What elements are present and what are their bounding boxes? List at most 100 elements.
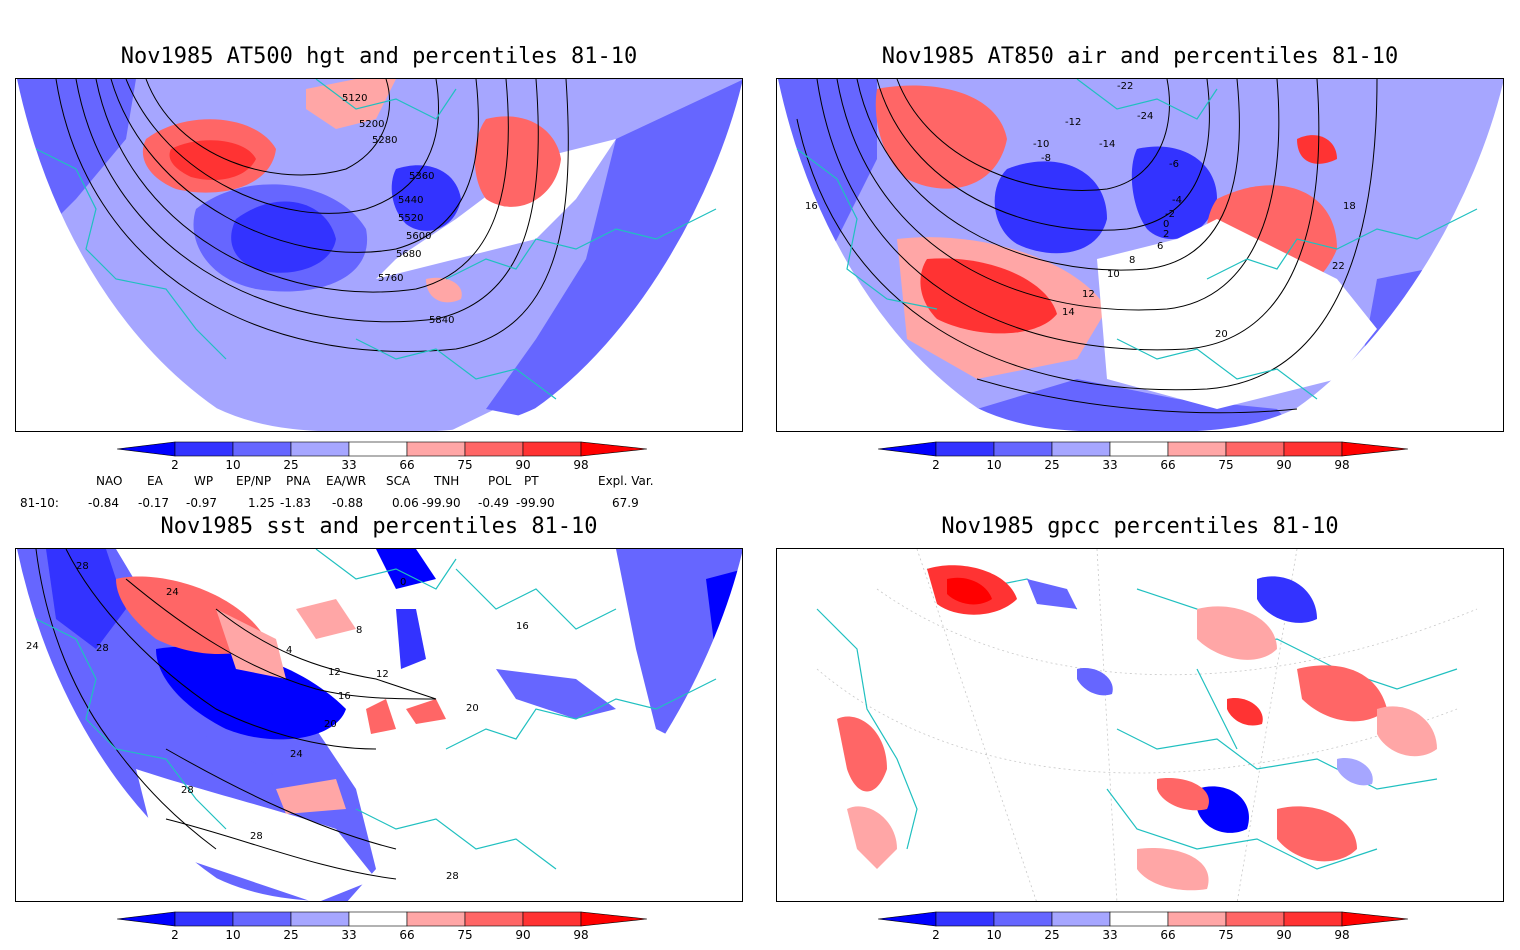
colorbar-segment [1341, 441, 1409, 457]
colorbar-tick-label: 90 [515, 458, 531, 472]
colorbar-tick-label: 33 [1102, 458, 1118, 472]
colorbar-tick-label: 66 [399, 458, 415, 472]
p2-contour-label: -8 [1041, 153, 1051, 164]
tele-value: -99.90 [516, 496, 555, 510]
colorbar-segment [522, 441, 582, 457]
tele-header: PNA [286, 474, 311, 488]
colorbar-segment [174, 441, 234, 457]
p3-contour-label: 20 [324, 719, 337, 730]
colorbar-tick-label: 25 [1044, 458, 1060, 472]
p2-contour-label: 14 [1062, 307, 1075, 318]
colorbar-tick-label: 90 [515, 928, 531, 942]
colorbar-tick-label: 66 [399, 928, 415, 942]
colorbar-segment [1051, 911, 1111, 927]
panel2-map: -22 -24 -12 -14 -10 -8 -6 -4 -2 0 2 6 8 … [776, 78, 1504, 432]
tele-header: WP [194, 474, 214, 488]
p2-contour-label: 10 [1107, 269, 1120, 280]
panel4-map [776, 548, 1504, 902]
tele-value: -0.97 [186, 496, 218, 510]
colorbar-segment [1167, 441, 1227, 457]
colorbar-segment [1225, 911, 1285, 927]
colorbar-segment [290, 911, 350, 927]
colorbar-tick-label: 66 [1160, 458, 1176, 472]
colorbar-segment [116, 911, 176, 927]
p1-contour-label: 5520 [398, 213, 423, 224]
colorbar-tick-label: 2 [171, 928, 179, 942]
p3-contour-label: 24 [26, 641, 39, 652]
tele-header: EA/WR [326, 474, 367, 488]
colorbar-tick-label: 10 [986, 458, 1002, 472]
colorbar-segment [406, 441, 466, 457]
colorbar-tick-label: 98 [1334, 458, 1350, 472]
colorbar-tick-label: 75 [1218, 458, 1234, 472]
p3-contour-label: 24 [166, 587, 179, 598]
panel2-title: Nov1985 AT850 air and percentiles 81-10 [881, 44, 1399, 69]
tele-header: TNH [434, 474, 460, 488]
colorbar-tick-label: 33 [1102, 928, 1118, 942]
colorbar-tick-label: 33 [341, 928, 357, 942]
colorbar-tick-label: 25 [283, 928, 299, 942]
colorbar-segment [580, 911, 648, 927]
colorbar-segment [116, 441, 176, 457]
p3-contour-label: 8 [356, 625, 362, 636]
colorbar-top-left: 2 10 25 33 66 75 90 98 [116, 440, 648, 480]
colorbar-tick-label: 25 [1044, 928, 1060, 942]
p2-contour-label: -6 [1169, 159, 1179, 170]
p2-contour-label: 6 [1157, 241, 1163, 252]
panel3-map: 28 24 28 24 20 16 12 8 4 0 20 16 12 24 2… [15, 548, 743, 902]
colorbar-segment [232, 911, 292, 927]
panel1-map: 5120 5200 5280 5360 5440 5520 5600 5680 … [15, 78, 743, 432]
p1-contour-label: 5680 [396, 249, 421, 260]
p2-contour-label: 22 [1332, 261, 1345, 272]
colorbar-tick-label: 10 [225, 928, 241, 942]
colorbar-segment [1283, 911, 1343, 927]
p3-contour-label: 28 [76, 561, 89, 572]
colorbar-segment [522, 911, 582, 927]
colorbar-tick-label: 75 [457, 458, 473, 472]
gpcc-anomaly-patches [837, 565, 1437, 891]
p3-contour-label: 0 [400, 577, 406, 588]
panel1-title: Nov1985 AT500 hgt and percentiles 81-10 [120, 44, 638, 69]
panel3-title: Nov1985 sst and percentiles 81-10 [160, 514, 598, 539]
colorbar-segment [935, 911, 995, 927]
tele-header: POL [488, 474, 512, 488]
colorbar-tick-label: 2 [932, 928, 940, 942]
colorbar-tick-label: 10 [225, 458, 241, 472]
p3-contour-label: 20 [466, 703, 479, 714]
colorbar-tick-label: 2 [171, 458, 179, 472]
colorbar-tick-label: 90 [1276, 458, 1292, 472]
colorbar-segment [993, 911, 1053, 927]
colorbar-segment [406, 911, 466, 927]
tele-header: SCA [386, 474, 411, 488]
panel4-title: Nov1985 gpcc percentiles 81-10 [941, 514, 1339, 539]
colorbar-segment [1109, 911, 1169, 927]
tele-header: EP/NP [236, 474, 272, 488]
p3-contour-label: 4 [286, 645, 292, 656]
p2-contour-label: -24 [1137, 111, 1153, 122]
colorbar-segment [348, 911, 408, 927]
colorbar-segment [935, 441, 995, 457]
teleconnection-indices: NAO EA WP EP/NP PNA EA/WR SCA TNH POL PT… [20, 474, 700, 514]
p1-contour-label: 5280 [372, 135, 397, 146]
colorbar-segment [464, 441, 524, 457]
colorbar-segment [993, 441, 1053, 457]
tele-header: EA [147, 474, 163, 488]
colorbar-tick-label: 10 [986, 928, 1002, 942]
p1-contour-label: 5440 [398, 195, 423, 206]
p2-contour-label: 2 [1163, 229, 1169, 240]
colorbar-segment [877, 441, 937, 457]
p2-contour-label: 18 [1343, 201, 1356, 212]
colorbar-bottom-left: 2 10 25 33 66 75 90 98 [116, 910, 648, 950]
colorbar-tick-label: 25 [283, 458, 299, 472]
tele-header: NAO [96, 474, 123, 488]
colorbar-tick-label: 2 [932, 458, 940, 472]
colorbar-segment [1341, 911, 1409, 927]
p3-contour-label: 16 [338, 691, 351, 702]
tele-value: -1.83 [280, 496, 312, 510]
p1-contour-label: 5360 [409, 171, 434, 182]
tele-row-label: 81-10: [20, 496, 59, 510]
tele-value: 1.25 [248, 496, 275, 510]
p1-contour-label: 5200 [359, 119, 384, 130]
p1-contour-label: 5600 [406, 231, 431, 242]
colorbar-segment [580, 441, 648, 457]
